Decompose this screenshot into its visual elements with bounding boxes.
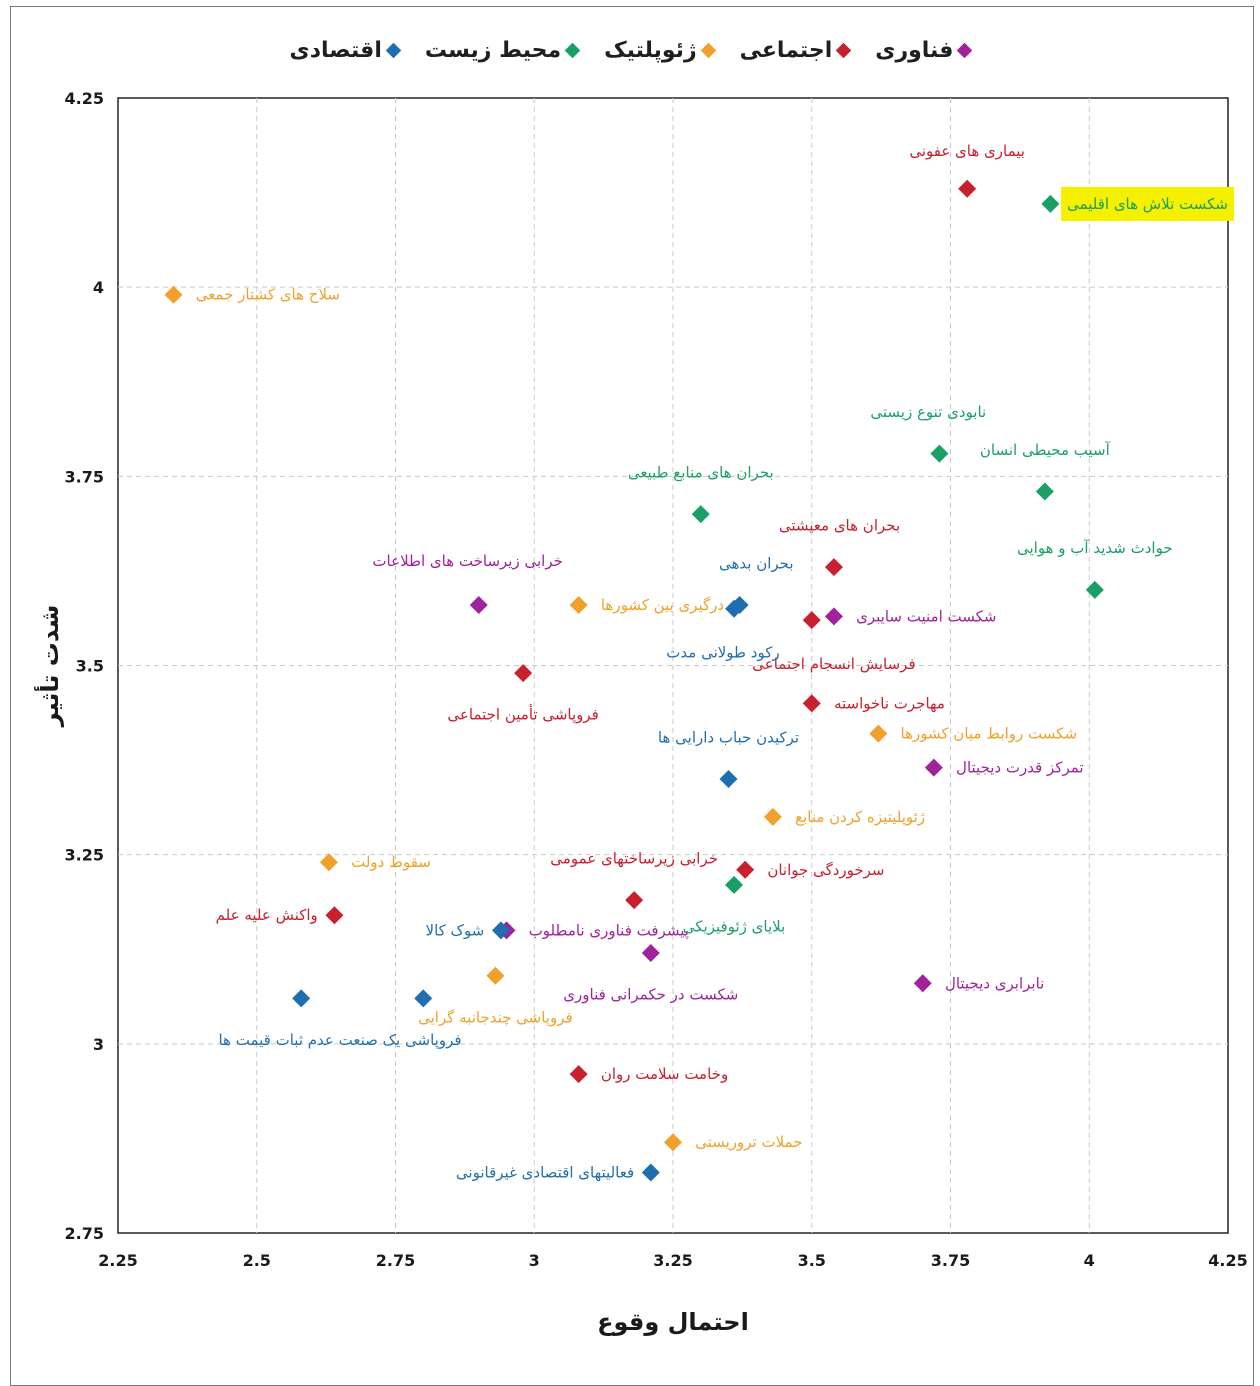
data-point	[514, 664, 533, 683]
point-label: واکنش علیه علم	[216, 906, 318, 924]
point-label: بیماری های عفونی	[909, 142, 1025, 160]
data-point	[913, 974, 932, 993]
point-label: فروپاشی تأمین اجتماعی	[447, 704, 598, 725]
data-point	[664, 1133, 682, 1152]
x-tick-label: 3.25	[653, 1251, 692, 1270]
point-label: درگیری بین کشورها	[601, 596, 724, 614]
point-label: خرابی زیرساختهای عمومی	[550, 849, 718, 867]
data-point	[325, 906, 344, 925]
data-point	[164, 285, 183, 304]
point-label: سرخوردگی جوانان	[767, 861, 884, 879]
data-point	[1041, 194, 1060, 213]
point-label: حوادث شدید آب و هوایی	[1017, 539, 1173, 557]
point-label: وخامت سلامت روان	[601, 1065, 728, 1083]
point-label: شکست روابط میان کشورها	[901, 725, 1077, 743]
y-tick-label: 3.25	[65, 846, 104, 865]
point-label: بحران های معیشتی	[779, 517, 900, 535]
point-label: رکود طولانی مدت	[666, 644, 779, 662]
data-point	[930, 444, 949, 463]
y-axis-title: شدت تأثیر	[34, 605, 64, 728]
point-label: نابودی تنوع زیستی	[870, 403, 986, 421]
data-point	[763, 807, 782, 826]
point-label: خرابی زیرساخت های اطلاعات	[372, 552, 562, 570]
data-point	[625, 891, 644, 910]
point-label: حملات تروریستی	[695, 1133, 802, 1151]
legend-item: محیط زیست	[424, 37, 581, 63]
y-tick-label: 4.25	[65, 89, 104, 108]
data-point	[802, 611, 821, 630]
data-point	[719, 770, 738, 788]
point-label: مهاجرت ناخواسته	[834, 694, 945, 712]
legend-label: ژئوپلتیک	[604, 37, 697, 63]
point-label: شوک کالا	[426, 921, 485, 939]
x-tick-label: 4.25	[1208, 1251, 1247, 1270]
legend-label: اجتماعی	[739, 37, 833, 63]
legend-label: محیط زیست	[424, 37, 562, 63]
data-point	[824, 607, 843, 626]
data-point	[824, 558, 843, 577]
x-axis-title: احتمال وقوع	[597, 1308, 749, 1336]
point-label: پیشرفت فناوری نامطلوب	[529, 921, 689, 940]
chart-legend: فناوری اجتماعی ژئوپلتیک محیط زیست اقتصادی	[0, 28, 1260, 72]
data-point	[736, 860, 755, 879]
point-label: ژئوپلیتیزه کردن منابع	[795, 808, 925, 827]
y-tick-label: 3.75	[65, 467, 104, 486]
point-label: بحران بدهی	[719, 554, 794, 572]
point-label: شکست تلاش های اقلیمی	[1067, 195, 1228, 213]
x-tick-label: 2.25	[98, 1251, 137, 1270]
x-tick-label: 2.75	[376, 1251, 415, 1270]
x-tick-label: 3.75	[931, 1251, 970, 1270]
point-label: فعالیتهای اقتصادی غیرقانونی	[456, 1163, 634, 1181]
legend-label: فناوری	[875, 37, 954, 63]
point-label: فروپاشی چندجانبه گرایی	[418, 1008, 573, 1027]
data-point	[725, 875, 744, 894]
data-point	[1085, 580, 1104, 599]
data-point	[1035, 482, 1054, 501]
data-point	[958, 179, 977, 198]
data-point	[319, 853, 338, 872]
point-label: شکست امنیت سایبری	[856, 607, 996, 625]
data-point	[569, 595, 588, 614]
legend-label: اقتصادی	[289, 37, 382, 63]
x-tick-label: 4	[1084, 1251, 1095, 1270]
label-highlight	[1061, 186, 1234, 221]
data-point	[292, 989, 311, 1008]
data-point	[924, 758, 943, 777]
data-point	[491, 921, 510, 940]
x-tick-label: 3.5	[798, 1251, 826, 1270]
data-point	[486, 966, 505, 985]
point-label: بحران های منابع طبیعی	[628, 464, 774, 482]
data-point	[691, 505, 710, 524]
data-point	[569, 1065, 588, 1084]
y-tick-label: 2.75	[65, 1224, 104, 1243]
data-point	[869, 724, 888, 743]
y-tick-label: 3.5	[76, 657, 104, 676]
data-point	[802, 694, 821, 713]
point-label: تمرکز قدرت دیجیتال	[956, 759, 1084, 777]
legend-item: فناوری	[875, 37, 973, 63]
x-tick-label: 2.5	[243, 1251, 271, 1270]
y-tick-label: 3	[93, 1035, 104, 1054]
point-label: سقوط دولت	[351, 853, 431, 871]
point-label: آسیب محیطی انسان	[980, 441, 1111, 459]
point-label: بلایای ژئوفیزیکی	[683, 918, 785, 936]
point-label: ترکیدن حباب دارایی ها	[658, 728, 799, 746]
point-label: فرسایش انسجام اجتماعی	[752, 655, 915, 673]
data-point	[725, 599, 744, 618]
data-point	[414, 989, 433, 1008]
data-point	[641, 944, 660, 963]
x-tick-label: 3	[529, 1251, 540, 1270]
data-point	[641, 1163, 660, 1182]
point-label: شکست در حکمرانی فناوری	[563, 986, 738, 1004]
legend-item: اقتصادی	[289, 37, 402, 63]
point-label: فروپاشی یک صنعت عدم ثبات قیمت ها	[218, 1031, 461, 1050]
point-label: سلاح های کشتار جمعی	[196, 286, 340, 304]
point-label: نابرابری دیجیتال	[945, 974, 1044, 992]
y-tick-label: 4	[93, 278, 104, 297]
legend-item: ژئوپلتیک	[604, 37, 716, 63]
legend-item: اجتماعی	[739, 37, 852, 63]
data-point	[469, 595, 488, 614]
